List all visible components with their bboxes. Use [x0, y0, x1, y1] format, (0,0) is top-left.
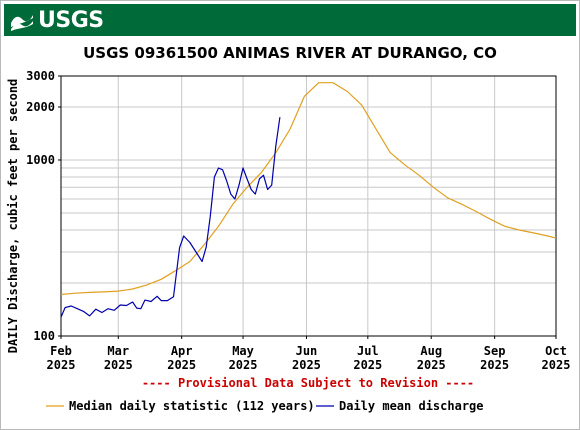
y-tick-label: 100: [33, 329, 55, 343]
x-tick-month: Sep: [484, 344, 506, 358]
x-tick-month: May: [232, 344, 254, 358]
x-tick-month: Oct: [545, 344, 567, 358]
y-axis-label: DAILY Discharge, cubic feet per second: [6, 79, 20, 354]
x-tick-labels: Feb2025Mar2025Apr2025May2025Jun2025Jul20…: [47, 336, 571, 372]
x-tick-year: 2025: [542, 358, 571, 372]
x-tick-year: 2025: [104, 358, 133, 372]
chart-title: USGS 09361500 ANIMAS RIVER AT DURANGO, C…: [83, 44, 497, 62]
x-tick-year: 2025: [167, 358, 196, 372]
x-tick-month: Aug: [420, 344, 442, 358]
provisional-annotation: ---- Provisional Data Subject to Revisio…: [142, 376, 474, 390]
grid-lines: [60, 75, 557, 337]
x-tick-month: Jun: [296, 344, 318, 358]
y-tick-label: 3000: [26, 69, 55, 83]
x-tick-year: 2025: [417, 358, 446, 372]
x-tick-month: Apr: [171, 344, 193, 358]
data-series: [60, 82, 557, 318]
median-daily-line: [60, 82, 557, 296]
x-tick-month: Mar: [107, 344, 129, 358]
usgs-logo[interactable]: USGS: [10, 7, 104, 33]
x-tick-year: 2025: [229, 358, 258, 372]
usgs-banner: USGS: [4, 4, 576, 36]
usgs-logo-text: USGS: [38, 7, 104, 33]
daily-mean-discharge-line: [60, 117, 281, 318]
legend: Median daily statistic (112 years) Daily …: [46, 399, 484, 413]
legend-label: Median daily statistic (112 years): [69, 399, 315, 413]
plot-border: [60, 75, 557, 337]
x-tick-year: 2025: [353, 358, 382, 372]
x-tick-month: Feb: [50, 344, 72, 358]
usgs-wave-icon: [11, 15, 33, 31]
x-tick-year: 2025: [480, 358, 509, 372]
x-tick-year: 2025: [47, 358, 76, 372]
y-tick-label: 1000: [26, 153, 55, 167]
legend-label: Daily mean discharge: [339, 399, 484, 413]
y-tick-labels: 100 1000 2000 3000: [26, 69, 61, 343]
x-tick-year: 2025: [292, 358, 321, 372]
y-tick-label: 2000: [26, 100, 55, 114]
x-tick-month: Jul: [357, 344, 379, 358]
